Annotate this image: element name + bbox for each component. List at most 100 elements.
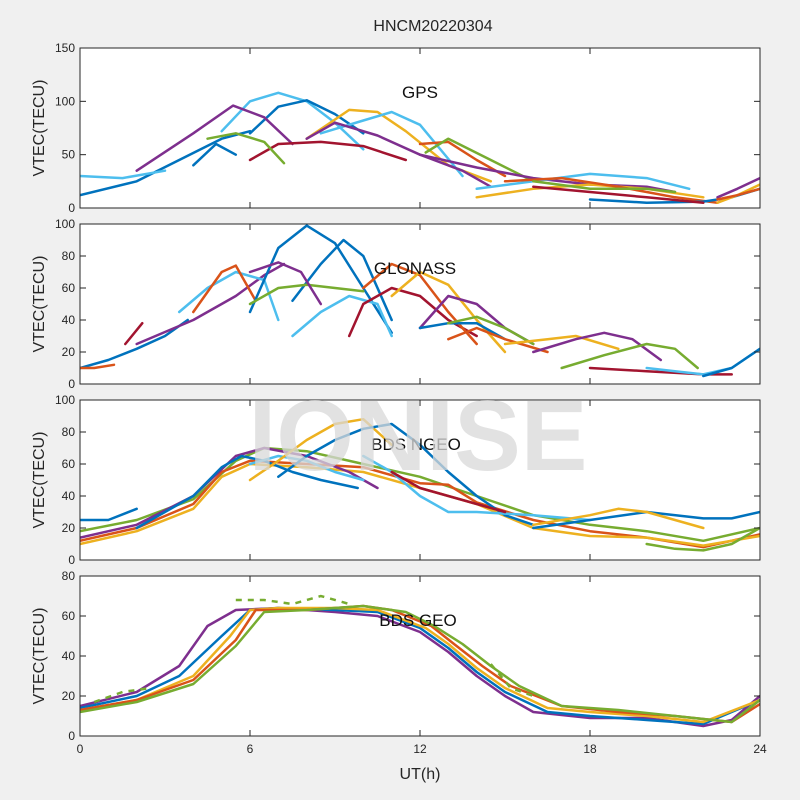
series-line-3 [80, 462, 760, 547]
series-line-1 [80, 606, 760, 726]
y-tick-label-3: 60 [62, 609, 76, 623]
series-line-23 [124, 321, 144, 346]
series-line-4 [248, 224, 393, 335]
series-line-11 [532, 510, 760, 530]
y-tick-label-0: 0 [68, 377, 75, 391]
y-tick-label-3: 60 [62, 281, 76, 295]
series-line-6 [248, 140, 408, 162]
series-line-3 [192, 264, 257, 314]
series-line-9 [424, 137, 535, 183]
plot-area [80, 224, 760, 384]
x-tick-label-1: 6 [247, 742, 254, 756]
series-group [80, 417, 760, 552]
x-tick-label-0: 0 [77, 742, 84, 756]
series-line-0 [80, 606, 760, 728]
panel-label: GLONASS [374, 259, 456, 278]
series-line-16 [503, 334, 620, 351]
y-axis-label: VTEC(TECU) [31, 80, 48, 177]
series-dashed-0 [93, 686, 151, 704]
series-line-14 [447, 315, 535, 346]
watermark: IONISE [249, 380, 588, 492]
series-line-8 [291, 294, 393, 338]
panel-label: BDS GEO [379, 611, 456, 630]
series-group [80, 594, 760, 728]
y-tick-label-3: 60 [62, 457, 76, 471]
y-tick-label-1: 20 [62, 689, 76, 703]
panel-bds-geo: 0 20 40 60 80 0 6 12 18 24 VTEC(TECU) BDS GEO [31, 569, 767, 756]
series-line-15 [447, 326, 549, 354]
x-axis-label: UT(h) [400, 766, 441, 783]
y-tick-label-1: 20 [62, 521, 76, 535]
series-line-7 [248, 417, 393, 482]
series-line-22 [80, 363, 116, 370]
series-line-2 [80, 606, 760, 724]
series-line-10 [390, 470, 507, 514]
panel-gps: 0 50 100 150 VTEC(TECU) GPS [31, 41, 761, 215]
y-axis-label: VTEC(TECU) [31, 432, 48, 529]
panel-glonass: 0 20 40 60 80 100 VTEC(TECU) GLONASS [31, 217, 761, 391]
series-line-14 [532, 180, 677, 194]
series-line-12 [532, 507, 705, 530]
plot-area [80, 400, 760, 560]
y-tick-label-1: 20 [62, 345, 76, 359]
series-line-21 [702, 347, 760, 378]
y-tick-label-5: 100 [55, 217, 75, 231]
y-tick-label-4: 80 [62, 425, 76, 439]
y-tick-label-2: 100 [55, 94, 75, 108]
x-tick-label-4: 24 [753, 742, 767, 756]
y-tick-label-4: 80 [62, 569, 76, 583]
series-line-8 [277, 422, 535, 527]
series-line-13 [503, 176, 719, 204]
series-line-6 [248, 283, 365, 306]
plot-area [80, 576, 760, 736]
panel-bds-ngeo: 0 20 40 60 80 100 VTEC(TECU) BDS NGEO [31, 393, 761, 567]
y-tick-label-4: 80 [62, 249, 76, 263]
series-line-11 [475, 172, 691, 191]
y-axis-label: VTEC(TECU) [31, 256, 48, 353]
series-line-19 [588, 366, 733, 376]
series-group [80, 91, 760, 204]
panel-label: BDS NGEO [371, 435, 461, 454]
panel-label: GPS [402, 83, 438, 102]
series-line-10 [418, 153, 677, 194]
y-axis-label: VTEC(TECU) [31, 608, 48, 705]
series-line-18 [560, 342, 699, 370]
series-line-4 [80, 604, 760, 724]
y-tick-label-0: 0 [68, 553, 75, 567]
series-group [80, 224, 760, 378]
y-tick-label-2: 40 [62, 489, 76, 503]
series-line-3 [135, 104, 294, 172]
y-tick-label-3: 150 [55, 41, 75, 55]
series-line-8 [418, 140, 507, 178]
plot-area [80, 48, 760, 208]
series-line-3 [80, 604, 760, 724]
series-line-20 [80, 169, 167, 180]
series-line-18 [716, 176, 760, 199]
y-tick-label-0: 0 [68, 201, 75, 215]
y-tick-label-2: 40 [62, 313, 76, 327]
y-tick-label-2: 40 [62, 649, 76, 663]
series-line-7 [248, 261, 323, 306]
figure-title: HNCM20220304 [373, 18, 492, 35]
y-tick-label-5: 100 [55, 393, 75, 407]
series-line-16 [532, 185, 705, 204]
series-line-0 [80, 318, 189, 370]
x-tick-label-3: 18 [583, 742, 597, 756]
series-line-0 [80, 507, 138, 522]
series-line-1 [135, 262, 286, 346]
series-line-5 [291, 238, 393, 322]
series-dashed-1 [235, 594, 350, 606]
series-line-5 [135, 454, 359, 530]
series-line-19 [716, 187, 760, 201]
series-line-21 [192, 142, 238, 167]
y-tick-label-1: 50 [62, 148, 76, 162]
series-line-4 [80, 446, 379, 539]
y-tick-label-0: 0 [68, 729, 75, 743]
series-line-6 [248, 454, 365, 482]
series-line-2 [248, 99, 365, 135]
x-tick-label-2: 12 [413, 742, 427, 756]
series-line-2 [80, 459, 760, 549]
series-line-0 [80, 129, 252, 197]
